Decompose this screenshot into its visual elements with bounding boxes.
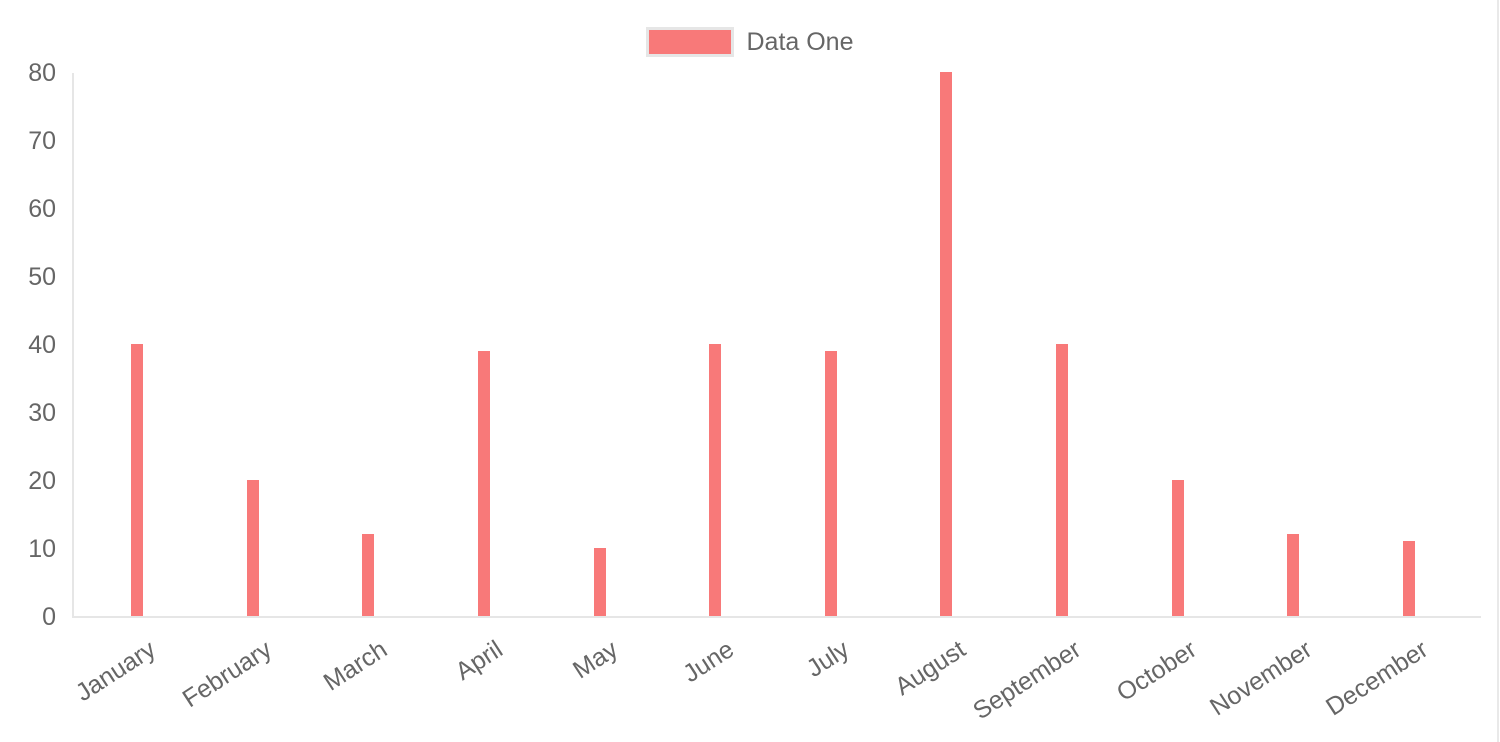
y-tick-label-30: 30 [28,399,56,427]
y-tick-label-80: 80 [28,59,56,87]
bar-june [709,344,721,616]
x-tick-label-december: December [1320,635,1433,722]
bar-october [1172,480,1184,616]
y-tick-label-20: 20 [28,467,56,495]
y-tick-label-0: 0 [42,603,56,631]
bar-march [362,534,374,616]
legend-label: Data One [746,28,854,56]
bar-july [825,351,837,616]
y-tick-label-60: 60 [28,195,56,223]
y-tick-label-70: 70 [28,127,56,155]
x-tick-label-november: November [1205,635,1318,722]
y-tick-label-50: 50 [28,263,56,291]
bar-august [940,72,952,616]
bar-september [1056,344,1068,616]
x-tick-label-september: September [968,635,1086,726]
x-tick-label-january: January [70,635,161,708]
bar-january [131,344,143,616]
x-tick-label-march: March [318,635,392,697]
chart-legend[interactable]: Data One [0,27,1500,57]
x-tick-label-february: February [177,635,277,714]
legend-swatch [646,27,735,57]
x-tick-label-may: May [568,635,624,685]
page-right-border [1497,0,1499,742]
bar-may [594,548,606,616]
bar-december [1403,541,1415,616]
bar-november [1287,534,1299,616]
x-tick-label-august: August [889,635,971,702]
x-tick-label-june: June [678,635,739,689]
bar-april [478,351,490,616]
x-axis-line [72,616,1481,618]
x-tick-label-october: October [1111,635,1202,708]
bar-february [247,480,259,616]
y-tick-label-40: 40 [28,331,56,359]
x-tick-label-july: July [802,635,855,683]
x-tick-label-april: April [450,635,508,686]
y-axis-line [72,73,74,618]
y-tick-label-10: 10 [28,535,56,563]
